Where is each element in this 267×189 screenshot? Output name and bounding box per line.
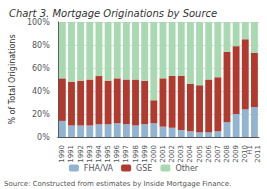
svg-text:2004: 2004 bbox=[186, 144, 194, 162]
svg-text:2007: 2007 bbox=[214, 145, 222, 163]
svg-text:2003: 2003 bbox=[177, 145, 185, 163]
svg-text:2008: 2008 bbox=[223, 145, 231, 163]
svg-text:80%: 80% bbox=[32, 41, 50, 50]
svg-text:1990: 1990 bbox=[58, 145, 66, 163]
svg-text:1998: 1998 bbox=[132, 145, 140, 163]
svg-text:2010: 2010 bbox=[241, 145, 250, 163]
svg-text:Source: Constructed from estim: Source: Constructed from estimates by In… bbox=[4, 180, 231, 188]
svg-text:2009: 2009 bbox=[232, 145, 240, 163]
svg-text:2005: 2005 bbox=[196, 145, 204, 163]
svg-text:2002: 2002 bbox=[168, 145, 176, 163]
svg-text:1991: 1991 bbox=[67, 145, 75, 163]
svg-text:2006: 2006 bbox=[205, 144, 213, 162]
svg-text:40%: 40% bbox=[32, 87, 50, 96]
svg-text:0%: 0% bbox=[37, 133, 50, 142]
svg-text:1992: 1992 bbox=[77, 145, 85, 163]
svg-text:20%: 20% bbox=[32, 110, 50, 119]
svg-text:1999: 1999 bbox=[141, 145, 149, 163]
svg-text:GSE: GSE bbox=[136, 164, 152, 173]
svg-text:2011: 2011 bbox=[254, 145, 262, 163]
svg-text:100%: 100% bbox=[27, 18, 50, 27]
svg-text:% of Total Originations: % of Total Originations bbox=[8, 34, 17, 124]
svg-text:1997: 1997 bbox=[122, 145, 130, 163]
svg-text:1994: 1994 bbox=[95, 144, 103, 162]
svg-text:60%: 60% bbox=[32, 64, 50, 73]
svg-text:Chart 3. Mortgage Originations: Chart 3. Mortgage Originations by Source bbox=[9, 8, 217, 19]
svg-text:2001: 2001 bbox=[159, 145, 167, 163]
svg-text:H1: H1 bbox=[246, 145, 254, 155]
svg-text:FHA/VA: FHA/VA bbox=[84, 164, 114, 173]
svg-text:1995: 1995 bbox=[104, 145, 112, 163]
svg-text:1996: 1996 bbox=[113, 144, 121, 162]
svg-text:Other: Other bbox=[175, 164, 198, 173]
svg-text:1993: 1993 bbox=[86, 145, 94, 163]
svg-text:2000: 2000 bbox=[150, 145, 158, 163]
